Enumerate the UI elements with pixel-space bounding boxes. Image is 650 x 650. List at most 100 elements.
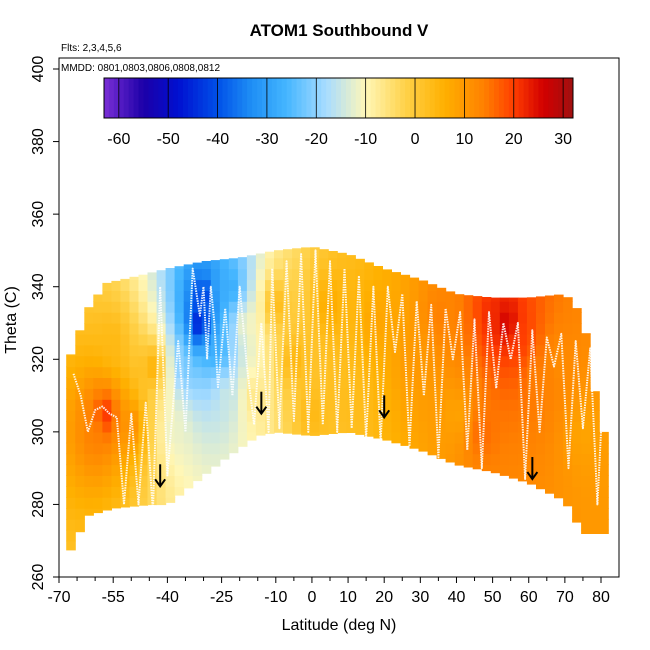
heatmap-cell (210, 301, 221, 313)
heatmap-cell (120, 290, 130, 302)
heatmap-cell (445, 291, 456, 302)
heatmap-cell (599, 497, 609, 509)
heatmap-cell (563, 297, 573, 302)
colorbar-swatch (538, 78, 544, 118)
heatmap-cell (346, 344, 356, 357)
heatmap-cell (165, 421, 176, 433)
colorbar-swatch (419, 78, 426, 118)
heatmap-cell (454, 301, 465, 313)
heatmap-cell (84, 508, 94, 516)
colorbar-swatch (123, 78, 130, 118)
heatmap-cell (409, 323, 420, 335)
heatmap-cell (237, 279, 248, 291)
heatmap-cell (599, 486, 609, 498)
heatmap-cell (382, 355, 392, 368)
heatmap-cell (517, 297, 528, 302)
colorbar-tick-label: 0 (411, 131, 420, 148)
heatmap-cell (490, 301, 501, 313)
heatmap-cell (301, 279, 311, 291)
heatmap-cell (301, 410, 311, 422)
heatmap-cell (219, 388, 230, 400)
heatmap-cell (120, 301, 130, 313)
heatmap-cell (210, 323, 221, 335)
heatmap-cell (355, 366, 365, 378)
heatmap-cell (554, 355, 564, 368)
heatmap-cell (237, 399, 248, 411)
heatmap-cell (463, 344, 474, 357)
heatmap-cell (526, 388, 537, 400)
heatmap-cell (102, 282, 112, 291)
heatmap-cell (508, 323, 519, 335)
colorbar-swatch (168, 78, 174, 118)
heatmap-cell (111, 312, 121, 324)
heatmap-cell (526, 475, 537, 485)
heatmap-cell (418, 421, 429, 433)
heatmap-cell (274, 301, 284, 313)
heatmap-cell (563, 377, 573, 389)
heatmap-cell (120, 278, 130, 281)
heatmap-cell (192, 366, 203, 378)
heatmap-cell (427, 399, 438, 411)
heatmap-cell (201, 261, 212, 270)
heatmap-cell (490, 442, 501, 455)
heatmap-cell (319, 323, 329, 335)
heatmap-cell (274, 323, 284, 335)
x-tick-label: 10 (339, 589, 357, 606)
heatmap-cell (581, 508, 591, 520)
heatmap-cell (138, 410, 149, 422)
heatmap-cell (219, 399, 230, 411)
heatmap-cell (409, 410, 420, 422)
colorbar-swatch (518, 78, 525, 118)
heatmap-cell (319, 290, 329, 302)
y-axis: 260 280 300 320 340 360 380 400 (30, 56, 59, 590)
heatmap-cell (246, 301, 257, 313)
heatmap-cell (265, 421, 275, 433)
heatmap-cell (499, 410, 510, 422)
heatmap-cell (554, 464, 564, 476)
heatmap-cell (174, 301, 185, 313)
heatmap-cell (319, 279, 329, 291)
colorbar-swatch (513, 78, 520, 118)
heatmap-cell (147, 272, 158, 280)
heatmap-cell (373, 355, 383, 368)
heatmap-cell (554, 431, 564, 444)
heatmap-cell (409, 366, 420, 378)
heatmap-cell (138, 475, 149, 487)
heatmap-cell (265, 344, 275, 357)
down-arrow (378, 395, 391, 420)
y-tick-label: 300 (30, 418, 47, 445)
heatmap-cell (418, 312, 429, 324)
heatmap-cell (201, 323, 212, 335)
heatmap-cell (319, 366, 329, 378)
heatmap-cell (346, 301, 356, 313)
heatmap-cell (111, 377, 121, 389)
heatmap-cell (75, 497, 85, 509)
x-tick-label: 70 (556, 589, 574, 606)
heatmap-cell (563, 344, 573, 357)
heatmap-cell (526, 399, 537, 411)
heatmap-cell (147, 301, 158, 313)
heatmap-cell (590, 421, 600, 433)
heatmap-cell (129, 475, 140, 487)
heatmap-cell (499, 399, 510, 411)
heatmap-cell (192, 410, 203, 422)
heatmap-cell (192, 333, 203, 346)
heatmap-cell (210, 268, 221, 281)
heatmap-cell (590, 391, 600, 400)
heatmap-cell (111, 431, 121, 444)
heatmap-cell (174, 323, 185, 335)
heatmap-cell (526, 442, 537, 455)
heatmap-cell (310, 333, 320, 346)
heatmap-cell (165, 268, 176, 270)
heatmap-cell (517, 410, 528, 422)
heatmap-cell (265, 431, 275, 434)
heatmap-cell (102, 377, 112, 389)
heatmap-cell (165, 279, 176, 291)
colorbar-swatch (148, 78, 154, 118)
heatmap-cell (210, 421, 221, 433)
heatmap-cell (301, 344, 311, 357)
colorbar-tick-label: 10 (455, 131, 473, 148)
heatmap-cell (192, 312, 203, 324)
heatmap-cell (499, 442, 510, 455)
